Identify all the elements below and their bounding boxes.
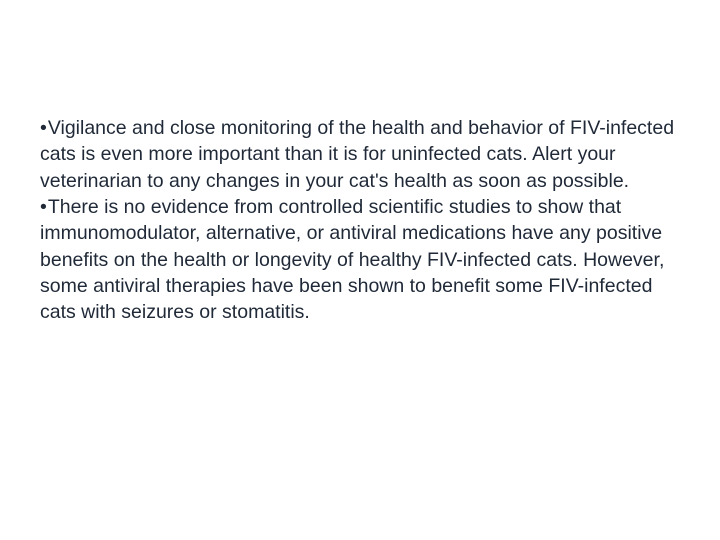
- body-text-block: •Vigilance and close monitoring of the h…: [40, 115, 680, 326]
- bullet-marker: •: [40, 196, 48, 218]
- bullet-item: •Vigilance and close monitoring of the h…: [40, 117, 674, 192]
- bullet-text: Vigilance and close monitoring of the he…: [40, 117, 674, 192]
- slide-container: •Vigilance and close monitoring of the h…: [0, 0, 720, 540]
- bullet-text: There is no evidence from controlled sci…: [40, 196, 664, 323]
- bullet-item: •There is no evidence from controlled sc…: [40, 196, 664, 323]
- bullet-marker: •: [40, 117, 48, 139]
